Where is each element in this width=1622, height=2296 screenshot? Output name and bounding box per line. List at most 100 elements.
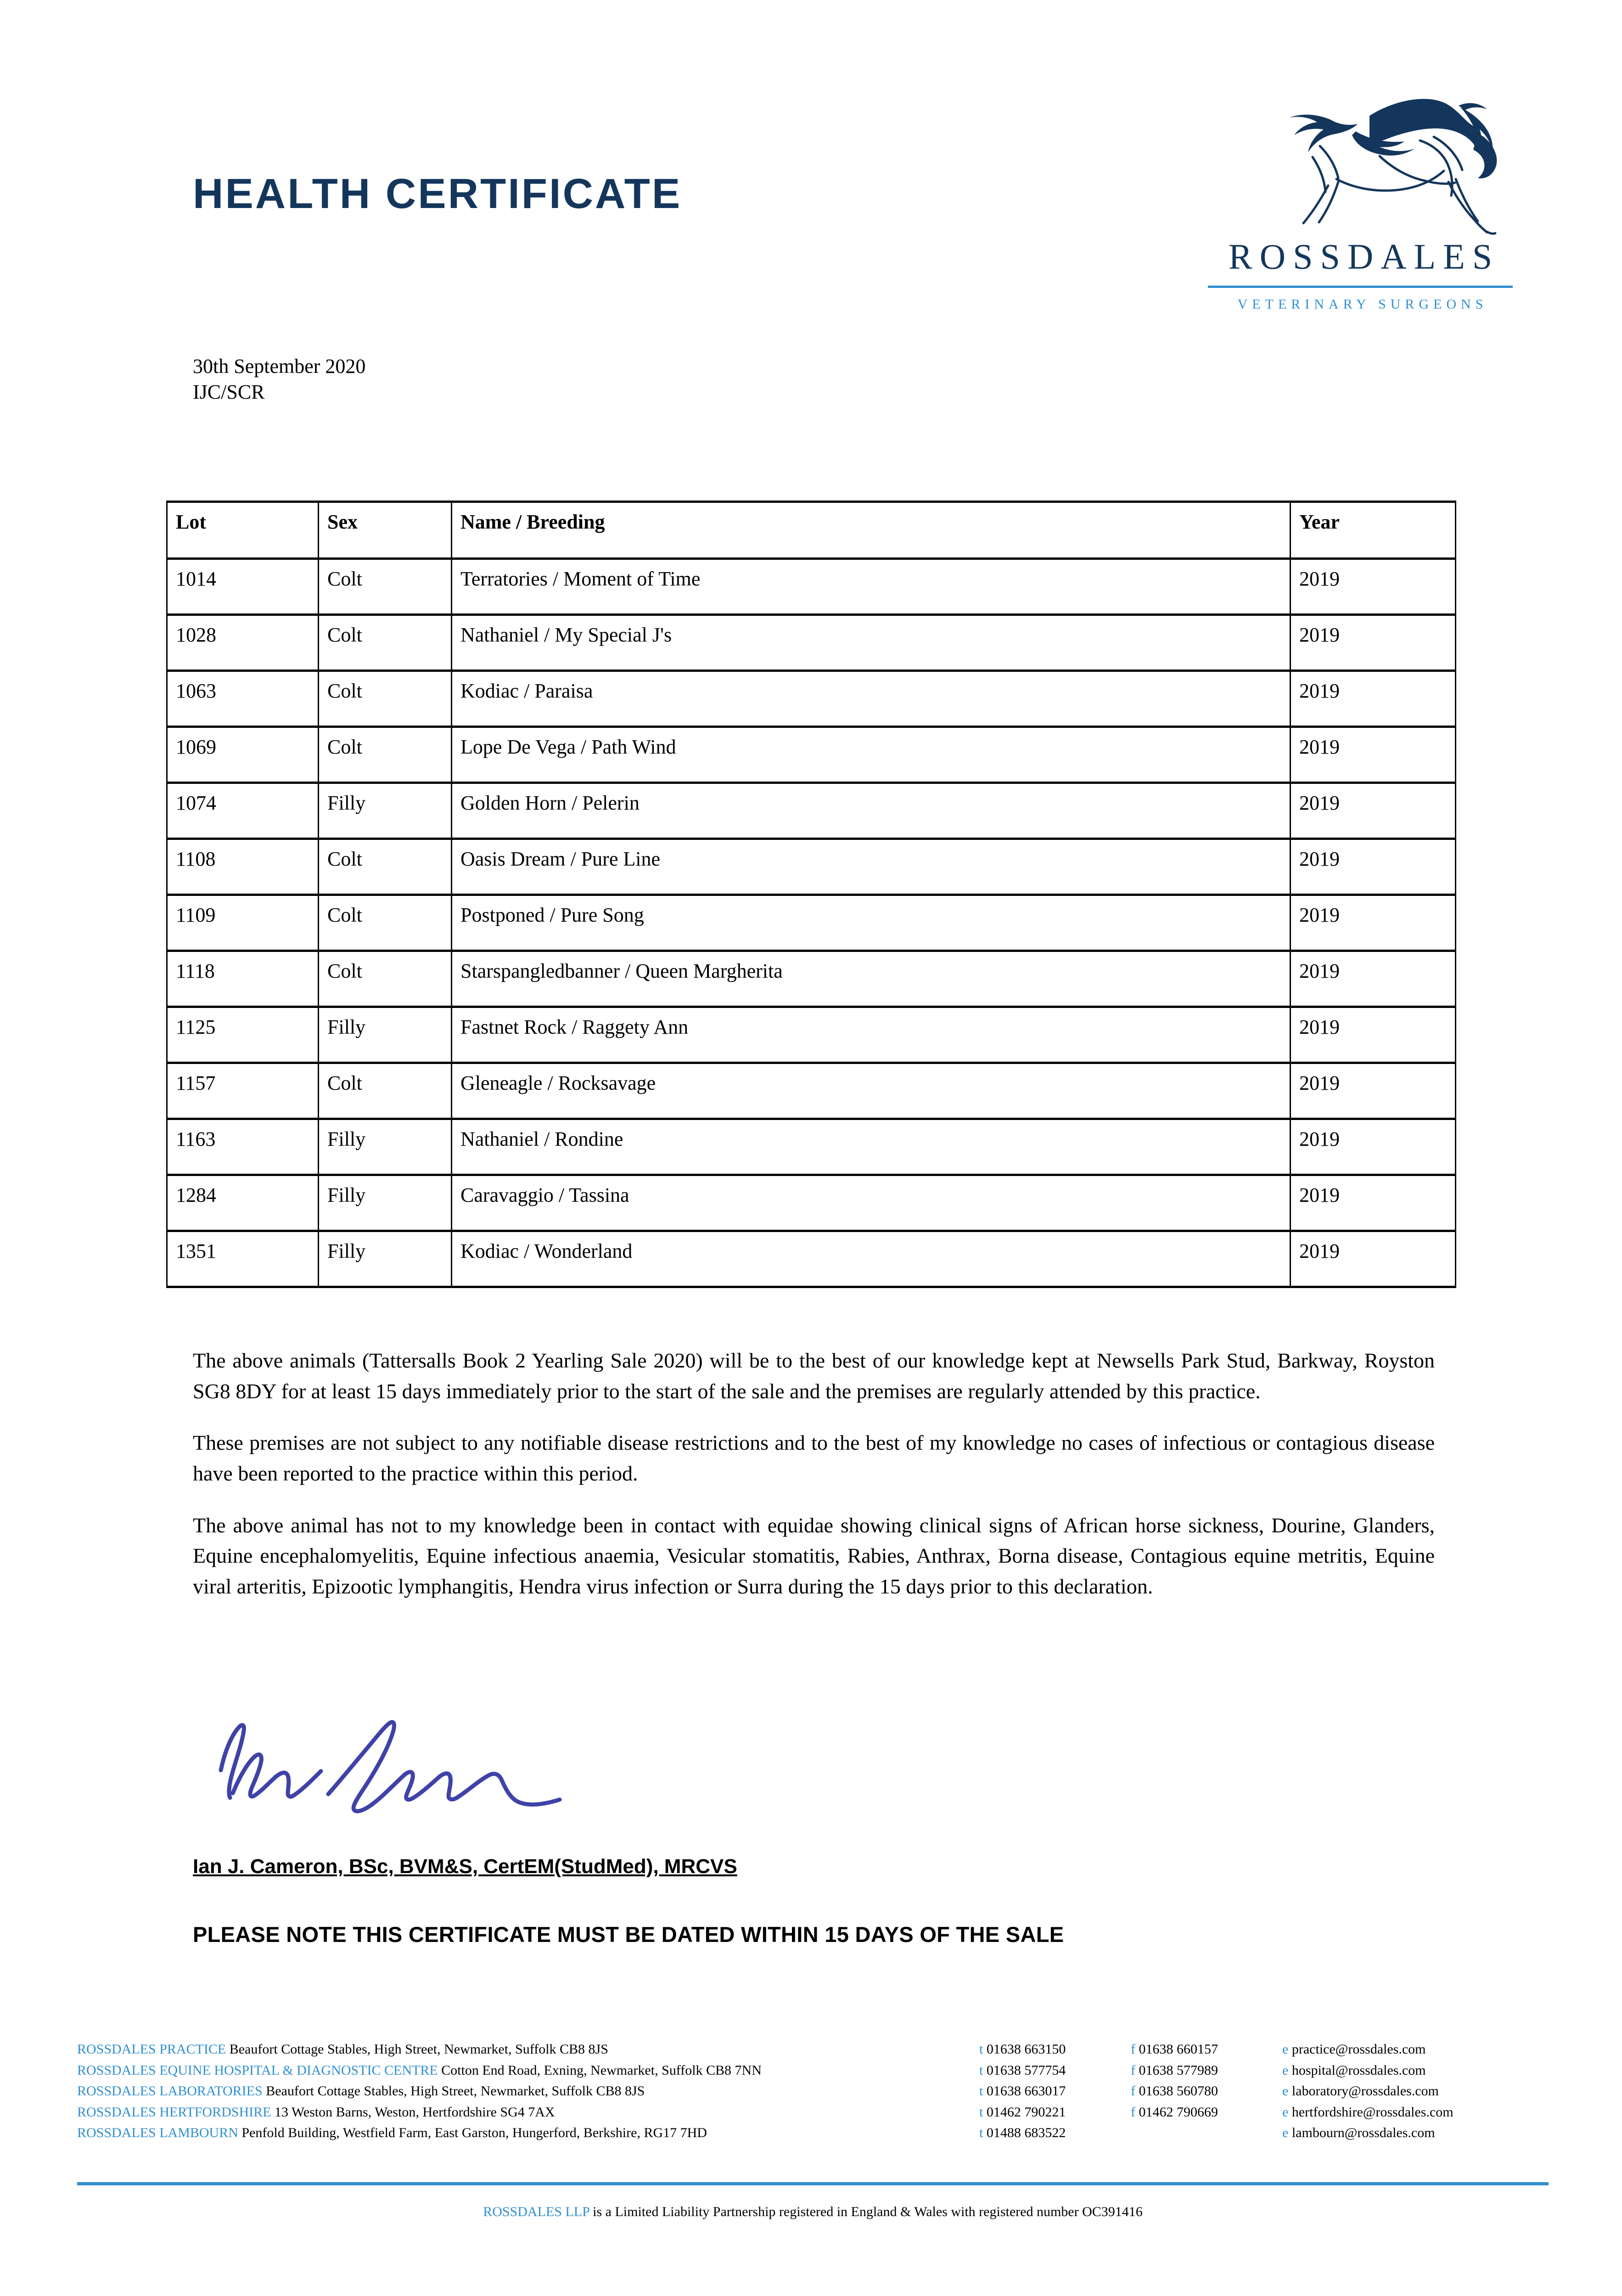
email-icon: e [1282, 2104, 1289, 2120]
sex-cell: Colt [318, 557, 452, 616]
column-header-name: Name / Breeding [451, 501, 1291, 560]
footer-branch-row: ROSSDALES HERTFORDSHIRE 13 Weston Barns,… [77, 2102, 1549, 2123]
name-cell: Lope De Vega / Path Wind [451, 726, 1291, 784]
sex-cell: Filly [318, 1118, 452, 1176]
lots-table-container: Lot Sex Name / Breeding Year 1014 Colt Ter… [166, 501, 1456, 1288]
lot-cell: 1028 [166, 613, 319, 672]
footer-telephone-value: 01462 790221 [986, 2104, 1066, 2120]
year-cell: 2019 [1290, 1006, 1456, 1064]
year-cell: 2019 [1290, 782, 1456, 840]
table-row: 1351 Filly Kodiac / Wonderland 2019 [166, 1230, 1456, 1288]
footer-branch-address-text: Beaufort Cottage Stables, High Street, N… [266, 2083, 645, 2099]
fax-icon: f [1131, 2062, 1135, 2078]
footer-email-value: hospital@rossdales.com [1291, 2062, 1426, 2078]
table-row: 1108 Colt Oasis Dream / Pure Line 2019 [166, 838, 1456, 896]
lot-cell: 1351 [166, 1230, 319, 1288]
footer-legal-brand: ROSSDALES LLP [483, 2204, 589, 2219]
year-cell: 2019 [1290, 1230, 1456, 1288]
footer-legal-text: is a Limited Liability Partnership regis… [589, 2204, 1143, 2219]
year-cell: 2019 [1290, 950, 1456, 1008]
year-cell: 2019 [1290, 838, 1456, 896]
galloping-horse-icon [1218, 87, 1503, 239]
name-cell: Oasis Dream / Pure Line [451, 838, 1291, 896]
lot-cell: 1109 [166, 894, 319, 952]
footer-branch-name: ROSSDALES LAMBOURN [77, 2125, 238, 2141]
footer-telephone-value: 01638 663017 [986, 2083, 1066, 2099]
sex-cell: Colt [318, 726, 452, 784]
lot-cell: 1284 [166, 1174, 319, 1232]
footer-branch-address-text: Cotton End Road, Exning, Newmarket, Suff… [441, 2062, 762, 2078]
footer-email: e laboratory@rossdales.com [1282, 2081, 1549, 2102]
fax-icon: f [1131, 2042, 1135, 2057]
footer-telephone: t 01462 790221 [979, 2102, 1131, 2123]
sex-cell: Colt [318, 613, 452, 672]
telephone-icon: t [979, 2125, 983, 2141]
footer-divider [77, 2182, 1549, 2185]
footer-branch-name: ROSSDALES LABORATORIES [77, 2083, 263, 2099]
footer-fax: f 01638 577989 [1131, 2060, 1282, 2081]
name-cell: Nathaniel / My Special J's [451, 613, 1291, 672]
footer-email: e hertfordshire@rossdales.com [1282, 2102, 1549, 2123]
column-header-year: Year [1290, 501, 1456, 560]
lot-cell: 1163 [166, 1118, 319, 1176]
footer-telephone-value: 01638 577754 [986, 2062, 1066, 2078]
footer-email: e hospital@rossdales.com [1282, 2060, 1549, 2081]
column-header-sex: Sex [318, 501, 452, 560]
lot-cell: 1118 [166, 950, 319, 1008]
footer-fax: f 01462 790669 [1131, 2102, 1282, 2123]
table-row: 1063 Colt Kodiac / Paraisa 2019 [166, 670, 1456, 728]
year-cell: 2019 [1290, 670, 1456, 728]
footer-branch-address: ROSSDALES LAMBOURN Penfold Building, Wes… [77, 2122, 979, 2144]
sex-cell: Filly [318, 1174, 452, 1232]
name-cell: Starspangledbanner / Queen Margherita [451, 950, 1291, 1008]
name-cell: Golden Horn / Pelerin [451, 782, 1291, 840]
footer-branch-address: ROSSDALES LABORATORIES Beaufort Cottage … [77, 2081, 979, 2102]
footer-branch-address: ROSSDALES EQUINE HOSPITAL & DIAGNOSTIC C… [77, 2060, 979, 2081]
footer-telephone-value: 01488 683522 [986, 2125, 1066, 2141]
footer-branch-row: ROSSDALES PRACTICE Beaufort Cottage Stab… [77, 2039, 1549, 2060]
date-block: 30th September 2020 IJC/SCR [193, 354, 365, 405]
sex-cell: Filly [318, 1006, 452, 1064]
lot-cell: 1125 [166, 1006, 319, 1064]
footer-fax-value: 01638 577989 [1139, 2062, 1218, 2078]
footer-telephone-value: 01638 663150 [986, 2042, 1066, 2057]
email-icon: e [1282, 2062, 1289, 2078]
footer-email: e lambourn@rossdales.com [1282, 2122, 1549, 2144]
logo-divider [1208, 286, 1513, 288]
sex-cell: Filly [318, 1230, 452, 1288]
year-cell: 2019 [1290, 894, 1456, 952]
name-cell: Nathaniel / Rondine [451, 1118, 1291, 1176]
footer-email: e practice@rossdales.com [1282, 2039, 1549, 2060]
certificate-notice: PLEASE NOTE THIS CERTIFICATE MUST BE DAT… [193, 1922, 1064, 1947]
sex-cell: Colt [318, 670, 452, 728]
footer-branch-name: ROSSDALES PRACTICE [77, 2042, 226, 2057]
declaration-paragraph-2: These premises are not subject to any no… [193, 1431, 1435, 1486]
table-row: 1284 Filly Caravaggio / Tassina 2019 [166, 1174, 1456, 1232]
table-row: 1069 Colt Lope De Vega / Path Wind 2019 [166, 726, 1456, 784]
footer-branch-row: ROSSDALES EQUINE HOSPITAL & DIAGNOSTIC C… [77, 2060, 1549, 2081]
table-row: 1014 Colt Terratories / Moment of Time 2019 [166, 557, 1456, 616]
footer-telephone: t 01638 663150 [979, 2039, 1131, 2060]
telephone-icon: t [979, 2083, 983, 2099]
table-row: 1163 Filly Nathaniel / Rondine 2019 [166, 1118, 1456, 1176]
footer-branch-address: ROSSDALES HERTFORDSHIRE 13 Weston Barns,… [77, 2102, 979, 2123]
fax-icon: f [1131, 2104, 1135, 2120]
footer-legal: ROSSDALES LLP is a Limited Liability Par… [77, 2204, 1549, 2220]
email-icon: e [1282, 2083, 1289, 2099]
footer-fax: f 01638 560780 [1131, 2081, 1282, 2102]
name-cell: Terratories / Moment of Time [451, 557, 1291, 616]
sex-cell: Colt [318, 894, 452, 952]
footer-email-value: lambourn@rossdales.com [1291, 2125, 1435, 2141]
declaration-paragraph-3: The above animal has not to my knowledge… [193, 1513, 1435, 1598]
lot-cell: 1157 [166, 1062, 319, 1120]
table-row: 1028 Colt Nathaniel / My Special J's 2019 [166, 613, 1456, 672]
name-cell: Caravaggio / Tassina [451, 1174, 1291, 1232]
year-cell: 2019 [1290, 1118, 1456, 1176]
telephone-icon: t [979, 2104, 983, 2120]
year-cell: 2019 [1290, 1062, 1456, 1120]
footer-branch-address-text: 13 Weston Barns, Weston, Hertfordshire S… [274, 2104, 555, 2120]
fax-icon: f [1131, 2083, 1135, 2099]
lot-cell: 1108 [166, 838, 319, 896]
table-row: 1074 Filly Golden Horn / Pelerin 2019 [166, 782, 1456, 840]
logo-wordmark: ROSSDALES [1228, 236, 1500, 276]
